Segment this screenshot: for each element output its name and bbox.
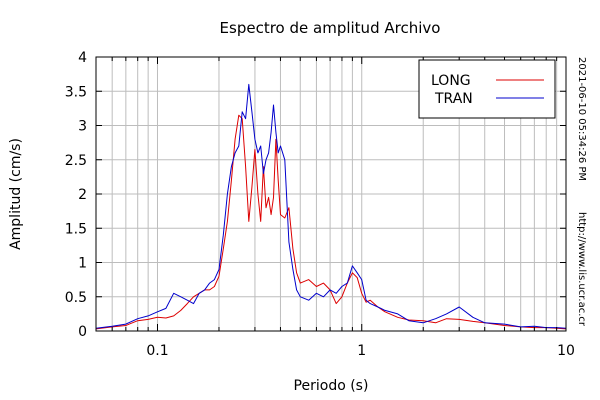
chart-title: Espectro de amplitud Archivo	[220, 19, 441, 37]
y-tick-label: 4	[78, 50, 87, 66]
x-axis: 0.1 1 10	[95, 57, 575, 359]
x-tick-label: 0.1	[146, 343, 168, 359]
y-axis: 0 0.5 1 1.5 2 2.5 3 3.5 4	[65, 50, 566, 340]
y-tick-label: 2.5	[65, 153, 87, 169]
source-url-text: http://www.lis.ucr.ac.cr	[576, 212, 587, 327]
x-tick-label: 1	[357, 343, 366, 359]
y-tick-label: 1.5	[65, 221, 87, 237]
y-tick-label: 3.5	[65, 84, 87, 100]
legend: LONG TRAN	[418, 59, 556, 119]
legend-label-long: LONG	[431, 73, 471, 89]
y-tick-label: 0.5	[65, 290, 87, 306]
y-tick-label: 3	[78, 119, 87, 135]
x-tick-label: 10	[557, 343, 575, 359]
y-tick-label: 1	[78, 256, 87, 272]
legend-label-tran: TRAN	[434, 91, 473, 107]
x-axis-label: Periodo (s)	[294, 378, 369, 394]
legend-box	[418, 59, 556, 119]
y-tick-label: 2	[78, 187, 87, 203]
series-line-tran	[95, 83, 567, 329]
y-axis-label: Amplitud (cm/s)	[8, 138, 24, 250]
timestamp-text: 2021-06-10 05:34:26 PM	[576, 57, 587, 181]
y-tick-label: 0	[78, 324, 87, 340]
series-layer	[95, 83, 567, 330]
